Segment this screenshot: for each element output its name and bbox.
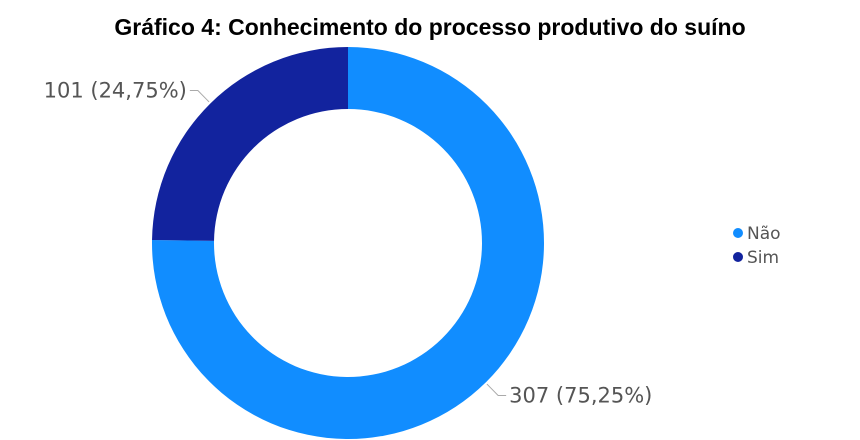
donut-slices — [152, 47, 544, 440]
slice-nao — [152, 47, 544, 440]
data-labels: 307 (75,25%) 101 (24,75%) — [44, 79, 653, 408]
legend-marker — [733, 228, 743, 238]
legend: Não Sim — [733, 224, 781, 268]
legend-marker — [733, 252, 743, 262]
chart-title: Gráfico 4: Conhecimento do processo prod… — [114, 14, 746, 40]
slice-sim — [152, 47, 348, 241]
leader-line — [486, 383, 507, 396]
label-leader-lines — [189, 90, 507, 396]
legend-label: Sim — [747, 248, 779, 268]
legend-label: Não — [747, 224, 781, 244]
data-label: 101 (24,75%) — [44, 79, 187, 103]
data-label: 307 (75,25%) — [509, 383, 652, 407]
leader-line — [189, 90, 210, 103]
